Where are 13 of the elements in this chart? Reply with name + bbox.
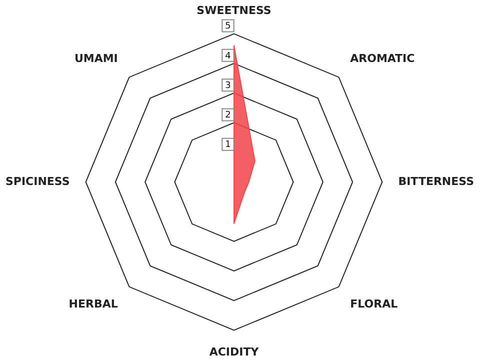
y-tick-label: 1 [225,140,231,150]
y-tick-label: 2 [225,110,231,121]
spoke-label: FLORAL [350,298,398,311]
y-tick-label: 4 [225,51,232,62]
spoke-label: HERBAL [68,298,118,311]
spoke-label: BITTERNESS [398,174,474,188]
spoke-label: SPICINESS [5,174,70,188]
y-tick-label: 3 [225,80,231,91]
spoke-label: SWEETNESS [196,4,272,18]
spoke-label: AROMATIC [350,52,415,66]
spoke-label: UMAMI [74,52,118,66]
y-tick-label: 5 [225,22,231,32]
spoke-label: ACIDITY [209,346,260,359]
